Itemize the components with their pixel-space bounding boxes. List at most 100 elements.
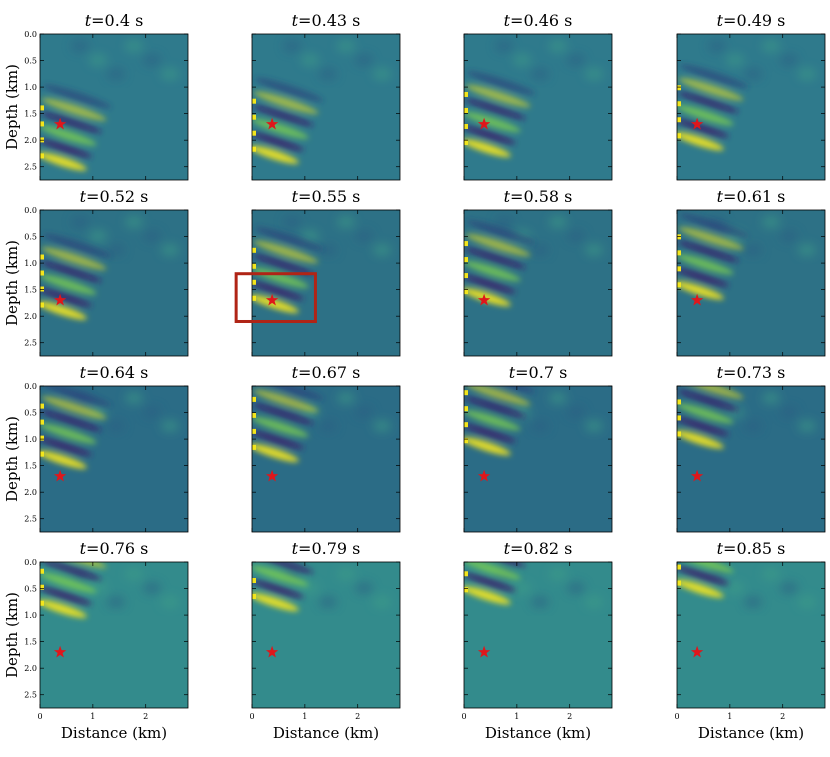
panel-title: t=0.73 s xyxy=(717,363,786,382)
y-tick-label: 1.0 xyxy=(24,435,37,444)
axes-frame xyxy=(463,561,613,709)
source-star-marker xyxy=(53,117,67,130)
wavefield-image xyxy=(40,562,188,708)
y-tick-label: 2.5 xyxy=(24,691,37,700)
y-tick-label: 0.5 xyxy=(24,57,37,66)
source-star-marker xyxy=(477,469,491,482)
wavefield-image xyxy=(252,562,400,708)
source-star-marker xyxy=(477,645,491,658)
y-tick-label: 0.0 xyxy=(24,558,37,567)
y-axis-label: Depth (km) xyxy=(3,592,21,678)
panel: 0 1 2 t=0.85 s xyxy=(674,539,826,721)
panel: 0 1 2 t=0.79 s xyxy=(249,539,401,721)
panel-title: t=0.82 s xyxy=(504,539,573,558)
axes-frame xyxy=(39,561,189,709)
panel-title: t=0.64 s xyxy=(80,363,149,382)
panel: 0.0 0.5 1.0 1.5 2.0 2.5 t=0.64 s xyxy=(24,363,189,533)
wavefield-image xyxy=(464,562,612,708)
source-star-marker xyxy=(477,117,491,130)
panel-title: t=0.55 s xyxy=(292,187,361,206)
panel: t=0.43 s xyxy=(251,11,401,181)
panel-title: t=0.85 s xyxy=(717,539,786,558)
wavefield-image xyxy=(677,386,825,532)
source-star-marker xyxy=(265,293,279,306)
x-axis-label: Distance (km) xyxy=(61,724,167,742)
y-tick-label: 1.0 xyxy=(24,83,37,92)
source-star-marker xyxy=(690,293,704,306)
y-tick-label: 1.5 xyxy=(24,638,37,647)
wavefield-image xyxy=(252,34,400,180)
y-tick-label: 1.5 xyxy=(24,286,37,295)
y-tick-label: 1.0 xyxy=(24,259,37,268)
source-star-marker xyxy=(53,645,67,658)
panel: t=0.67 s xyxy=(251,363,401,533)
panel-title: t=0.79 s xyxy=(292,539,361,558)
axes-frame xyxy=(39,33,189,181)
y-tick-label: 1.5 xyxy=(24,462,37,471)
panel-title: t=0.58 s xyxy=(504,187,573,206)
x-tick-label: 1 xyxy=(302,712,307,721)
wavefield-image xyxy=(464,386,612,532)
source-star-marker xyxy=(53,293,67,306)
axes-frame xyxy=(676,561,826,709)
panel-title: t=0.61 s xyxy=(717,187,786,206)
source-star-marker xyxy=(690,117,704,130)
wavefield-image xyxy=(677,34,825,180)
source-star-marker xyxy=(690,469,704,482)
y-tick-label: 0.5 xyxy=(24,585,37,594)
panel-title: t=0.43 s xyxy=(292,11,361,30)
panel-title: t=0.49 s xyxy=(717,11,786,30)
axes-frame xyxy=(676,385,826,533)
panel: t=0.58 s xyxy=(463,187,613,357)
y-tick-label: 1.5 xyxy=(24,110,37,119)
x-tick-label: 0 xyxy=(674,712,679,721)
axes-frame xyxy=(463,33,613,181)
y-tick-label: 0.0 xyxy=(24,30,37,39)
axes-frame xyxy=(251,209,401,357)
panel-title: t=0.4 s xyxy=(85,11,144,30)
source-star-marker xyxy=(690,645,704,658)
x-tick-label: 0 xyxy=(249,712,254,721)
y-tick-label: 2.5 xyxy=(24,515,37,524)
x-tick-label: 2 xyxy=(143,712,148,721)
wavefield-image xyxy=(677,562,825,708)
source-star-marker xyxy=(477,293,491,306)
axes-frame xyxy=(676,209,826,357)
wavefield-image xyxy=(40,210,188,356)
wavefield-image xyxy=(464,210,612,356)
source-star-marker xyxy=(53,469,67,482)
x-tick-label: 2 xyxy=(567,712,572,721)
x-axis-label: Distance (km) xyxy=(485,724,591,742)
panel: t=0.7 s xyxy=(463,363,613,533)
y-tick-label: 0.5 xyxy=(24,233,37,242)
wavefield-image xyxy=(252,210,400,356)
panel: 0.0 0.5 1.0 1.5 2.0 2.5 0 1 2 t=0.76 s xyxy=(24,539,189,721)
y-tick-label: 0.0 xyxy=(24,206,37,215)
x-axis-label: Distance (km) xyxy=(698,724,804,742)
highlight-box xyxy=(234,272,317,323)
axes-frame xyxy=(676,33,826,181)
x-axis-label: Distance (km) xyxy=(273,724,379,742)
x-tick-label: 1 xyxy=(90,712,95,721)
wavefield-image xyxy=(677,210,825,356)
y-tick-label: 2.0 xyxy=(24,312,37,321)
wavefield-image xyxy=(40,34,188,180)
y-axis-label: Depth (km) xyxy=(3,416,21,502)
wavefield-image xyxy=(252,386,400,532)
y-tick-label: 2.5 xyxy=(24,163,37,172)
y-tick-label: 2.0 xyxy=(24,488,37,497)
axes-frame xyxy=(463,209,613,357)
y-tick-label: 0.5 xyxy=(24,409,37,418)
source-star-marker xyxy=(265,645,279,658)
panel: t=0.55 s xyxy=(251,187,401,357)
panel: 0 1 2 t=0.82 s xyxy=(461,539,613,721)
panel: t=0.46 s xyxy=(463,11,613,181)
wavefield-image xyxy=(40,386,188,532)
source-star-marker xyxy=(265,117,279,130)
panel: 0.0 0.5 1.0 1.5 2.0 2.5 t=0.52 s xyxy=(24,187,189,357)
x-tick-label: 2 xyxy=(355,712,360,721)
y-axis-label: Depth (km) xyxy=(3,64,21,150)
panel: t=0.61 s xyxy=(676,187,826,357)
y-tick-label: 1.0 xyxy=(24,611,37,620)
